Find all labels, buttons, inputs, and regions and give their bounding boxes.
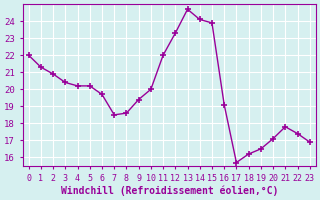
X-axis label: Windchill (Refroidissement éolien,°C): Windchill (Refroidissement éolien,°C) xyxy=(60,185,278,196)
